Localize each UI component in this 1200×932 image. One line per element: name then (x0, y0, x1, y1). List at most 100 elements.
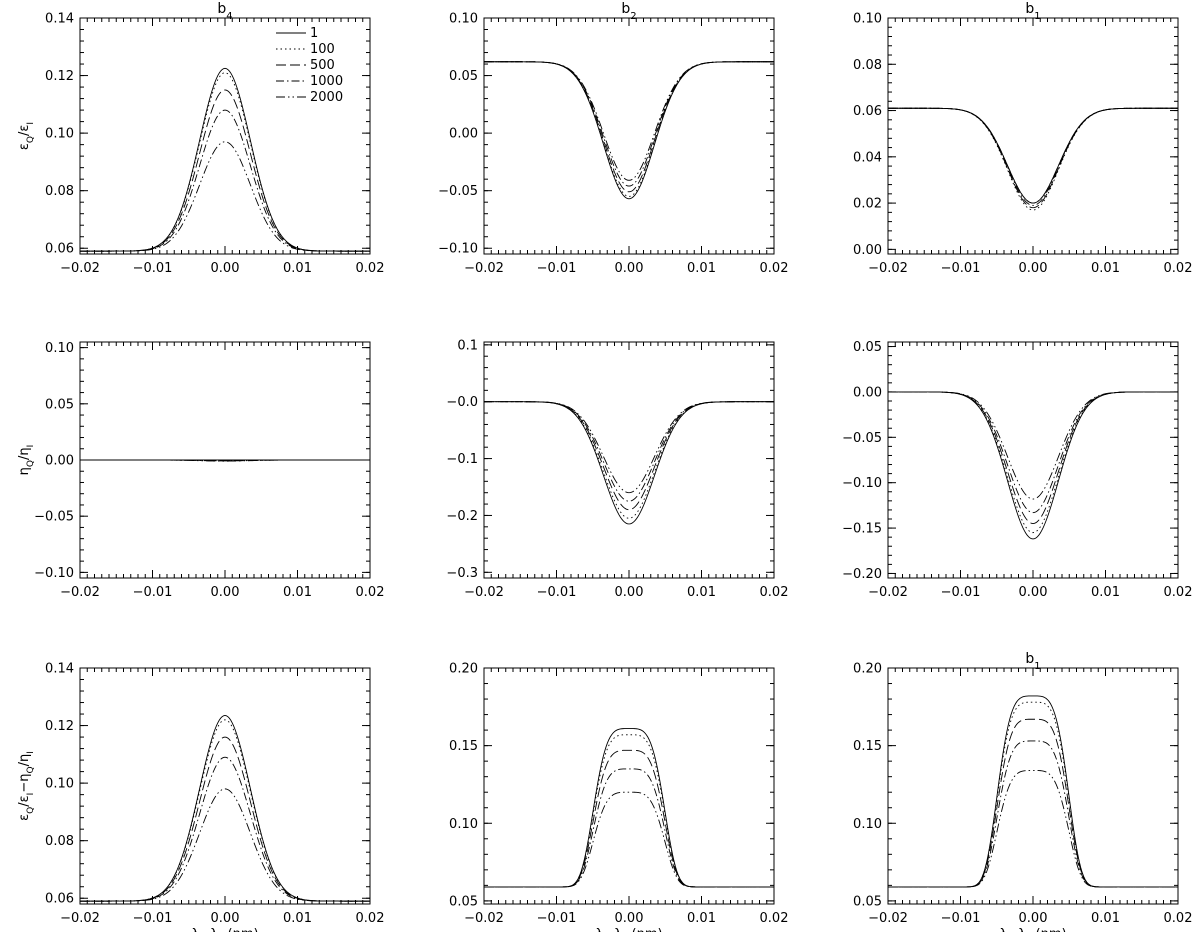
y-tick-label: 0.10 (853, 12, 882, 27)
x-tick-label: −0.02 (868, 911, 908, 926)
series-line-1000 (484, 401, 774, 502)
y-tick-label: −0.0 (446, 395, 478, 410)
chart-panel-6: −0.02 −0.01 0.00 0.01 0.02 −0.20 −0.15 −0.10 −0.… (842, 340, 1192, 600)
series-line-1000 (80, 109, 370, 252)
x-axis-label: λ−λ0 (nm) (595, 927, 662, 932)
series-line-2000 (888, 107, 1178, 204)
chart-panel-1: −0.02 −0.01 0.00 0.01 0.02 0.06 0.08 0.10 0.12 0.… (17, 1, 384, 276)
x-tick-label: 0.01 (283, 911, 312, 926)
series-line-1000 (888, 391, 1178, 514)
series-line-1000 (888, 107, 1178, 206)
x-tick-label: 0.02 (760, 911, 789, 926)
y-tick-label: −0.3 (446, 566, 478, 581)
series-line-2000 (484, 61, 774, 181)
y-tick-label: 0.15 (853, 739, 882, 754)
series-line-500 (80, 89, 370, 252)
plot-frame (887, 17, 1179, 255)
y-tick-label: 0.12 (45, 719, 74, 734)
series-line-500 (80, 736, 370, 902)
y-tick-label: −0.10 (842, 476, 882, 491)
series-line-2000 (888, 770, 1178, 888)
x-tick-label: 0.00 (211, 261, 240, 276)
series-line-2000 (484, 401, 774, 494)
series-line-1 (888, 695, 1178, 888)
plot-frame (483, 667, 775, 905)
series-line-1 (888, 391, 1178, 540)
x-tick-label: −0.01 (133, 585, 173, 600)
x-tick-label: 0.02 (760, 585, 789, 600)
series-line-500 (888, 718, 1178, 888)
x-tick-label: −0.02 (60, 261, 100, 276)
chart-panel-2: −0.02 −0.01 0.00 0.01 0.02 −0.10 −0.05 0.00 0.05… (438, 1, 788, 276)
series-line-1 (888, 107, 1178, 204)
plot-frame (79, 667, 371, 905)
series-line-100 (484, 401, 774, 519)
legend-label: 1 (310, 26, 318, 41)
x-tick-label: −0.01 (537, 261, 577, 276)
y-tick-label: 0.05 (449, 894, 478, 909)
series-line-1 (484, 401, 774, 525)
x-tick-label: 0.00 (615, 911, 644, 926)
y-tick-label: 0.00 (853, 243, 882, 258)
y-tick-label: −0.1 (446, 452, 478, 467)
x-tick-label: −0.02 (868, 261, 908, 276)
chart-panel-3: −0.02 −0.01 0.00 0.01 0.02 0.00 0.02 0.04 0.06 0.… (853, 1, 1192, 276)
y-axis-label: εQ/εI−ηQ/ηI (17, 751, 36, 821)
y-tick-label: −0.10 (34, 566, 74, 581)
series-line-100 (888, 701, 1178, 888)
x-tick-label: −0.01 (941, 911, 981, 926)
x-tick-label: −0.02 (464, 585, 504, 600)
x-tick-label: −0.01 (133, 911, 173, 926)
x-tick-label: −0.02 (60, 911, 100, 926)
y-tick-label: 0.14 (45, 12, 74, 27)
x-tick-label: −0.02 (464, 911, 504, 926)
y-tick-label: 0.05 (853, 340, 882, 355)
x-tick-label: 0.01 (1091, 261, 1120, 276)
y-tick-label: 0.06 (45, 892, 74, 907)
x-tick-label: 0.02 (760, 261, 789, 276)
series-line-500 (484, 749, 774, 888)
series-line-100 (888, 391, 1178, 534)
series-line-100 (888, 107, 1178, 211)
series-line-2000 (888, 391, 1178, 500)
series-line-500 (888, 107, 1178, 209)
x-tick-label: 0.01 (687, 911, 716, 926)
plot-frame (887, 341, 1179, 579)
y-tick-label: 0.05 (45, 397, 74, 412)
legend-label: 500 (310, 58, 335, 73)
y-tick-label: −0.20 (842, 567, 882, 582)
y-tick-label: 0.10 (853, 817, 882, 832)
series-line-1000 (484, 768, 774, 888)
series-line-1 (80, 715, 370, 902)
x-tick-label: 0.02 (356, 585, 385, 600)
series-line-1 (484, 728, 774, 888)
plot-frame (887, 667, 1179, 905)
y-tick-label: 0.10 (45, 341, 74, 356)
x-tick-label: 0.02 (356, 261, 385, 276)
y-tick-label: 0.12 (45, 69, 74, 84)
series-line-1000 (888, 740, 1178, 888)
x-tick-label: 0.01 (1091, 911, 1120, 926)
plot-frame (483, 341, 775, 579)
series-line-1000 (80, 756, 370, 902)
chart-panel-9: −0.02 −0.01 0.00 0.01 0.020.050.100.150.20b1… (853, 651, 1192, 932)
y-tick-label: 0.00 (853, 385, 882, 400)
y-tick-label: 0.05 (853, 894, 882, 909)
x-tick-label: 0.02 (1164, 261, 1193, 276)
x-tick-label: 0.00 (1019, 261, 1048, 276)
y-tick-label: 0.10 (449, 817, 478, 832)
y-tick-label: 0.15 (449, 739, 478, 754)
chart-panel-4: −0.02 −0.01 0.00 0.01 0.02 −0.10 −0.05 0.00 0.05… (17, 341, 384, 600)
x-tick-label: −0.01 (941, 585, 981, 600)
series-line-100 (80, 719, 370, 902)
chart-panel-5: −0.02 −0.01 0.00 0.01 0.02 −0.3 −0.2 −0.1 −0.0 0.… (446, 338, 788, 600)
legend-label: 2000 (310, 90, 343, 105)
y-tick-label: 0.20 (853, 662, 882, 677)
x-tick-label: 0.01 (283, 585, 312, 600)
y-tick-label: 0.05 (449, 69, 478, 84)
series-line-100 (484, 61, 774, 197)
y-tick-label: 0.06 (45, 242, 74, 257)
series-line-2000 (80, 459, 370, 462)
